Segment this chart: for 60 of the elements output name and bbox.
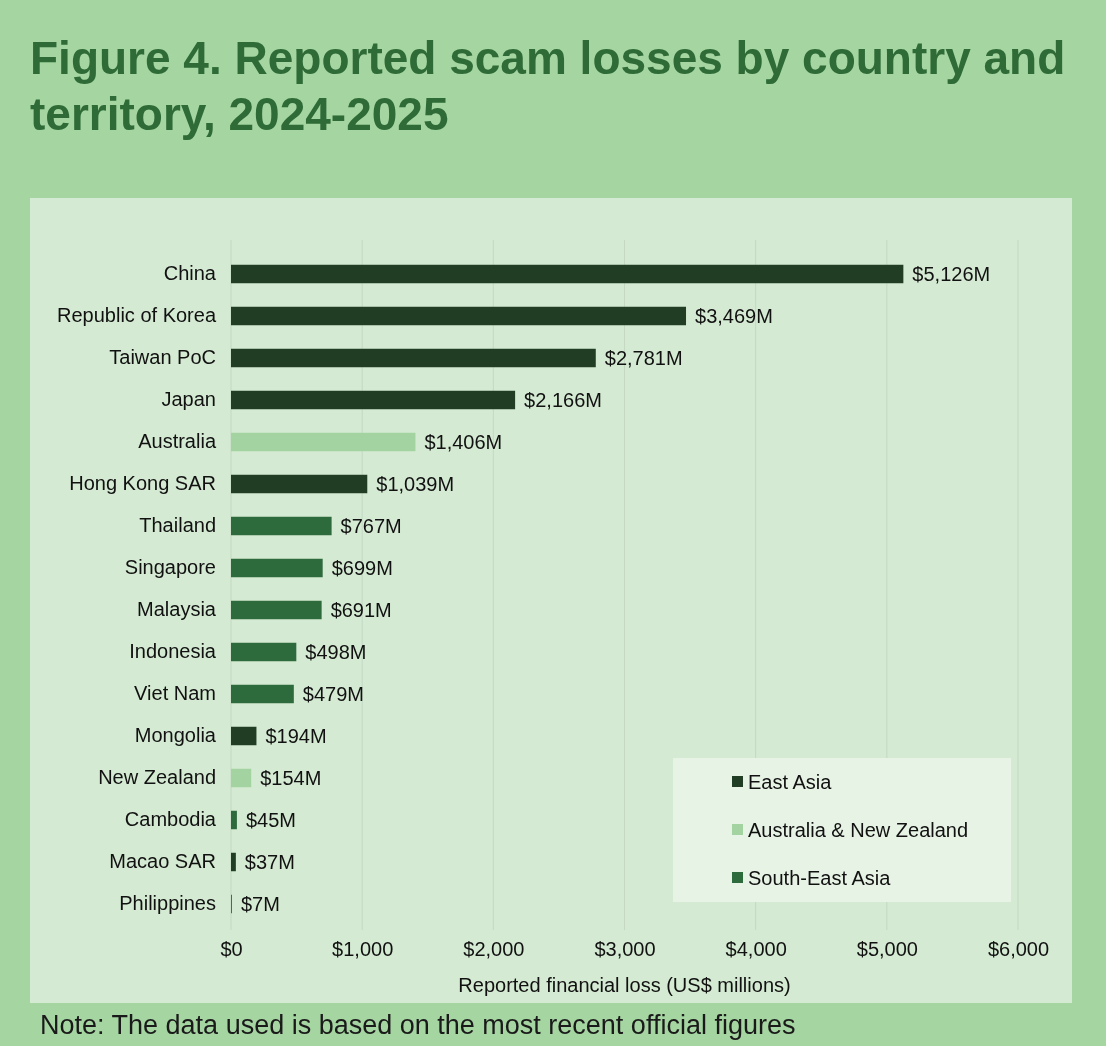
x-axis-title: Reported financial loss (US$ millions) [458,974,791,996]
y-tick-label: Malaysia [137,598,217,621]
y-tick-label: Hong Kong SAR [69,472,216,495]
y-tick-label: Taiwan PoC [109,346,216,369]
y-tick-label: Mongolia [134,724,217,747]
data-label: $699M [331,557,393,579]
bar [231,348,596,368]
y-tick-label: Indonesia [129,640,217,663]
data-label: $2,166M [524,389,602,411]
y-tick-label: Republic of Korea [57,304,217,327]
bar [231,642,297,662]
bar [231,390,516,410]
y-tick-label: Viet Nam [134,682,216,705]
data-label: $194M [265,725,327,747]
data-label: $1,406M [424,431,503,453]
legend-label: South-East Asia [748,867,892,889]
x-tick-label: $3,000 [594,938,656,961]
data-label: $7M [240,893,280,915]
y-tick-label: Thailand [139,514,216,537]
bar [231,852,236,872]
x-tick-label: $2,000 [463,938,525,961]
data-label: $37M [244,851,295,873]
bar [231,684,294,704]
bar [231,306,687,326]
data-label: $45M [245,809,296,831]
text: Note: The data used is based on the most recent official figures [40,1010,796,1040]
y-tick-label: Philippines [119,892,216,915]
legend-label: East Asia [748,771,833,793]
data-label: $3,469M [695,305,773,327]
bar [231,432,416,452]
x-tick-label: $5,000 [856,938,918,961]
bar [231,558,323,578]
data-label: $691M [330,599,392,621]
y-tick-label: Australia [138,430,217,453]
y-tick-label: Japan [161,388,216,411]
bar [231,726,257,746]
x-tick-label: $1,000 [332,938,394,961]
data-label: $154M [260,767,322,789]
x-tick-label: $4,000 [725,938,787,961]
data-label: $2,781M [604,347,683,369]
y-tick-label: Singapore [124,556,216,579]
chart-title: Figure 4. Reported scam losses by country and territory, 2024-2025 [30,32,1066,140]
y-tick-label: Cambodia [124,808,217,831]
y-tick-label: China [163,262,217,285]
bar [231,600,322,620]
bar [231,768,252,788]
data-label: $1,039M [376,473,455,495]
y-tick-label: New Zealand [98,766,216,789]
y-tick-label: Macao SAR [109,850,216,873]
bar [231,474,368,494]
bar [231,264,904,284]
x-tick-label: $0 [220,938,243,961]
bar [231,516,332,536]
legend-label: Australia & New Zealand [748,819,969,841]
data-label: $5,126M [912,263,991,285]
data-label: $479M [302,683,364,705]
bar [231,810,237,830]
data-label: $767M [340,515,402,537]
data-label: $498M [305,641,367,663]
x-tick-label: $6,000 [987,938,1050,961]
